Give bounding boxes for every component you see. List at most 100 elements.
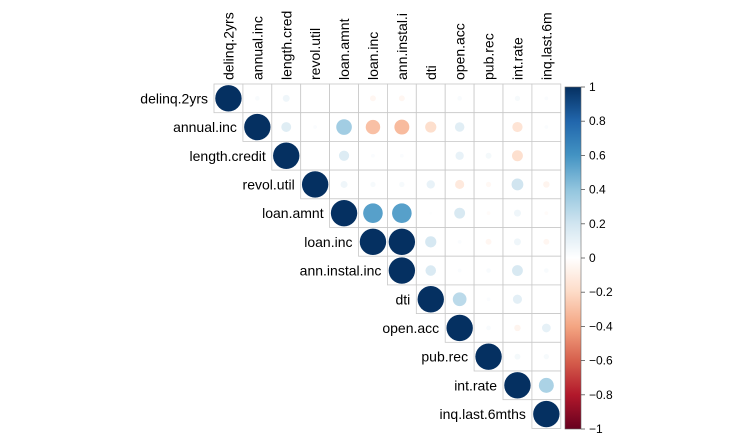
corr-circle-open.acc-inq.last.6mths (541, 323, 551, 333)
row-label: ann.instal.inc (300, 263, 382, 279)
grid-cell (329, 83, 359, 114)
corr-circle-delinq.2yrs-ann.instal.inc (398, 95, 405, 102)
corr-circle-ann.instal.inc-ann.instal.inc (388, 257, 416, 284)
corr-circle-loan.amnt-pub.rec (486, 211, 491, 216)
row-label: int.rate (454, 377, 497, 393)
colorbar-tick-label: −0.8 (589, 388, 613, 402)
row-label: revol.util (243, 176, 295, 192)
corr-circle-annual.inc-loan.inc (365, 119, 381, 135)
colorbar-tick-label: 1 (589, 80, 596, 94)
corr-circle-loan.inc-inq.last.6mths (543, 238, 550, 245)
corr-circle-open.acc-int.rate (514, 324, 521, 332)
corr-circle-revol.util-pub.rec (485, 181, 492, 188)
corr-circle-loan.inc-pub.rec (485, 238, 492, 245)
corr-circle-length.credit-loan.amnt (338, 150, 350, 161)
colorbar-tick-label: 0.6 (589, 148, 606, 162)
corr-circle-loan.inc-open.acc (457, 239, 462, 244)
corr-circle-dti-open.acc (452, 292, 467, 307)
corr-circle-revol.util-revol.util (301, 171, 329, 198)
circle-layer (215, 85, 560, 428)
corr-circle-open.acc-open.acc (446, 314, 473, 342)
grid-layer (213, 83, 562, 429)
corr-circle-revol.util-int.rate (511, 178, 524, 191)
corr-circle-loan.amnt-ann.instal.inc (392, 203, 412, 223)
column-label: inq.last.6m (538, 12, 554, 80)
row-label: pub.rec (421, 349, 468, 365)
column-label: dti (423, 65, 439, 80)
column-label: delinq.2yrs (220, 12, 236, 80)
corr-circle-loan.inc-int.rate (513, 238, 521, 246)
corr-circle-length.credit-length.credit (273, 142, 300, 169)
grid-cell (502, 112, 533, 142)
corr-circle-loan.inc-dti (425, 236, 437, 248)
corr-circle-annual.inc-length.credit (281, 122, 292, 132)
column-label: loan.amnt (336, 18, 352, 80)
corr-circle-loan.amnt-inq.last.6mths (544, 211, 549, 216)
row-label: open.acc (382, 320, 439, 336)
row-label: annual.inc (173, 119, 237, 135)
corr-circle-annual.inc-dti (425, 121, 437, 133)
column-label: pub.rec (481, 33, 497, 80)
colorbar-tick-label: 0.4 (589, 183, 606, 197)
corr-circle-length.credit-open.acc (455, 151, 464, 160)
colorbar-tick-label: 0 (589, 251, 596, 265)
row-label: length.credit (190, 148, 266, 164)
corr-circle-int.rate-int.rate (504, 372, 531, 399)
corr-circle-int.rate-inq.last.6mths (538, 377, 554, 393)
corr-circle-dti-dti (417, 286, 444, 313)
corr-circle-loan.inc-ann.instal.inc (388, 228, 416, 256)
corr-circle-delinq.2yrs-loan.inc (370, 95, 376, 102)
grid-cell (300, 140, 331, 171)
grid-cell (531, 140, 562, 171)
grid-cell (415, 83, 446, 114)
corr-circle-delinq.2yrs-length.credit (282, 94, 290, 102)
corr-circle-inq.last.6mths-inq.last.6mths (533, 400, 560, 428)
row-label: loan.amnt (262, 205, 324, 221)
corr-circle-annual.inc-inq.last.6mths (544, 125, 549, 129)
colorbar-tick-label: 0.2 (589, 217, 606, 231)
corr-circle-revol.util-inq.last.6mths (543, 181, 550, 188)
corr-circle-annual.inc-open.acc (454, 122, 465, 132)
corr-circle-dti-pub.rec (486, 297, 491, 302)
corr-circle-pub.rec-inq.last.6mths (543, 354, 549, 360)
corr-circle-annual.inc-loan.amnt (336, 119, 352, 135)
colorbar-gradient (564, 86, 582, 430)
corr-circle-annual.inc-annual.inc (244, 113, 271, 141)
corr-circle-length.credit-int.rate (512, 150, 523, 162)
colorbar-tick-label: −0.2 (589, 285, 613, 299)
column-label: revol.util (307, 28, 323, 80)
corr-circle-delinq.2yrs-delinq.2yrs (215, 85, 242, 112)
corr-circle-open.acc-pub.rec (486, 325, 491, 331)
corr-circle-revol.util-ann.instal.inc (399, 181, 405, 188)
grid-cell (415, 140, 446, 171)
column-labels: delinq.2yrs annual.inc length.cred revol.ut… (220, 11, 554, 80)
column-label: annual.inc (249, 16, 265, 80)
row-label: delinq.2yrs (140, 90, 208, 106)
corr-circle-length.credit-loan.inc (371, 153, 375, 158)
corr-circle-revol.util-dti (426, 180, 435, 189)
colorbar-tick-label: 0.8 (589, 114, 606, 128)
corr-circle-ann.instal.inc-int.rate (512, 265, 523, 276)
corr-circle-pub.rec-pub.rec (475, 343, 502, 370)
colorbar-tick-label: −0.4 (589, 319, 613, 333)
grid-cell (473, 112, 504, 142)
column-label: open.acc (452, 23, 468, 80)
grid-cell (300, 83, 331, 114)
colorbar-tick-label: −0.6 (589, 354, 613, 368)
corr-circle-loan.amnt-open.acc (454, 207, 466, 219)
corr-circle-revol.util-loan.amnt (340, 180, 348, 188)
corr-circle-annual.inc-revol.util (313, 125, 318, 129)
corr-circle-length.credit-pub.rec (485, 152, 492, 159)
colorbar-tick-label: −1 (589, 422, 603, 436)
corr-circle-loan.amnt-dti (429, 211, 433, 215)
color-legend: 1 0.8 0.6 0.4 0.2 0 −0.2 −0.4 −0.6 −0.8 −1 (564, 80, 613, 436)
row-label: loan.inc (304, 234, 352, 250)
corr-circle-loan.amnt-int.rate (513, 209, 521, 217)
column-label: ann.instal.i (394, 13, 410, 80)
grid-cell (531, 284, 562, 314)
corr-circle-revol.util-loan.inc (370, 181, 376, 188)
corr-circle-ann.instal.inc-pub.rec (486, 268, 491, 273)
corr-circle-delinq.2yrs-int.rate (514, 95, 521, 101)
